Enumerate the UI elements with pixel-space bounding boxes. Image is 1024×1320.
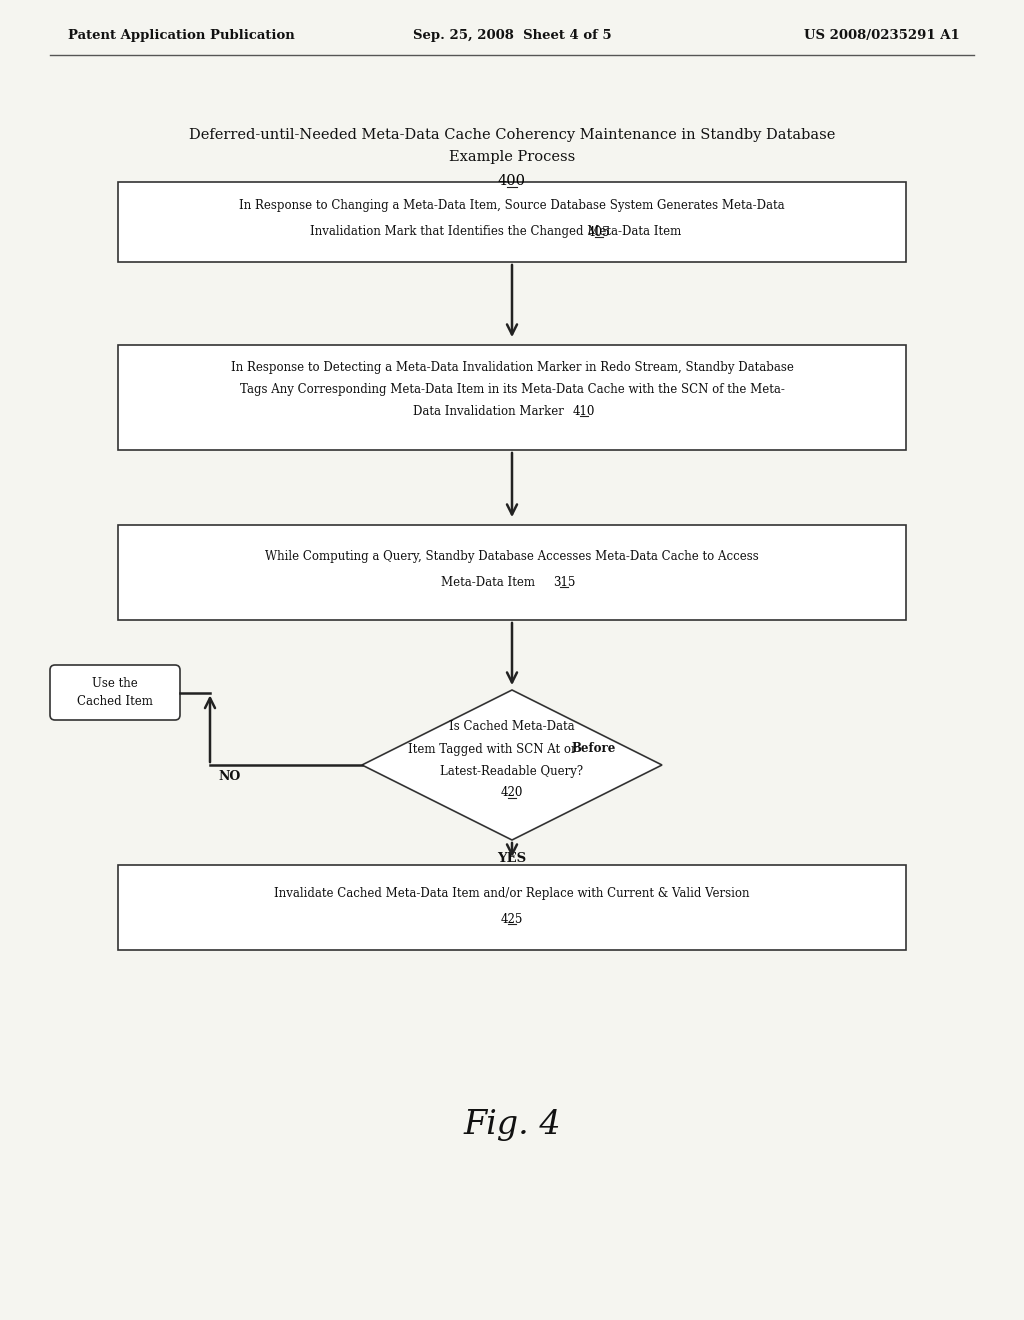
Text: Fig. 4: Fig. 4 [463, 1109, 561, 1140]
FancyBboxPatch shape [118, 182, 906, 261]
Text: Use the: Use the [92, 677, 138, 690]
Text: Latest-Readable Query?: Latest-Readable Query? [440, 764, 584, 777]
Text: Meta-Data Item: Meta-Data Item [441, 576, 539, 589]
Text: Is Cached Meta-Data: Is Cached Meta-Data [450, 721, 574, 734]
FancyBboxPatch shape [118, 865, 906, 950]
Text: 425: 425 [501, 913, 523, 927]
Text: YES: YES [498, 851, 526, 865]
Text: Data Invalidation Marker: Data Invalidation Marker [413, 405, 567, 418]
Text: 400: 400 [498, 174, 526, 187]
Text: In Response to Detecting a Meta-Data Invalidation Marker in Redo Stream, Standby: In Response to Detecting a Meta-Data Inv… [230, 360, 794, 374]
Text: Invalidation Mark that Identifies the Changed Meta-Data Item: Invalidation Mark that Identifies the Ch… [310, 226, 685, 239]
Text: 315: 315 [553, 576, 575, 589]
Text: NO: NO [218, 771, 241, 784]
Text: Cached Item: Cached Item [77, 696, 153, 708]
FancyBboxPatch shape [50, 665, 180, 719]
Text: While Computing a Query, Standby Database Accesses Meta-Data Cache to Access: While Computing a Query, Standby Databas… [265, 550, 759, 564]
Text: 410: 410 [572, 405, 595, 418]
Text: Example Process: Example Process [449, 150, 575, 164]
Text: Before: Before [571, 742, 616, 755]
FancyBboxPatch shape [118, 525, 906, 620]
Text: Deferred-until-Needed Meta-Data Cache Coherency Maintenance in Standby Database: Deferred-until-Needed Meta-Data Cache Co… [188, 128, 836, 143]
Text: Tags Any Corresponding Meta-Data Item in its Meta-Data Cache with the SCN of the: Tags Any Corresponding Meta-Data Item in… [240, 383, 784, 396]
Text: In Response to Changing a Meta-Data Item, Source Database System Generates Meta-: In Response to Changing a Meta-Data Item… [240, 199, 784, 213]
Text: Invalidate Cached Meta-Data Item and/or Replace with Current & Valid Version: Invalidate Cached Meta-Data Item and/or … [274, 887, 750, 900]
Text: US 2008/0235291 A1: US 2008/0235291 A1 [804, 29, 961, 41]
Text: 405: 405 [588, 226, 610, 239]
FancyBboxPatch shape [118, 345, 906, 450]
Text: Sep. 25, 2008  Sheet 4 of 5: Sep. 25, 2008 Sheet 4 of 5 [413, 29, 611, 41]
Text: Patent Application Publication: Patent Application Publication [68, 29, 295, 41]
Text: 420: 420 [501, 787, 523, 800]
Text: Item Tagged with SCN At or: Item Tagged with SCN At or [408, 742, 581, 755]
Polygon shape [362, 690, 662, 840]
